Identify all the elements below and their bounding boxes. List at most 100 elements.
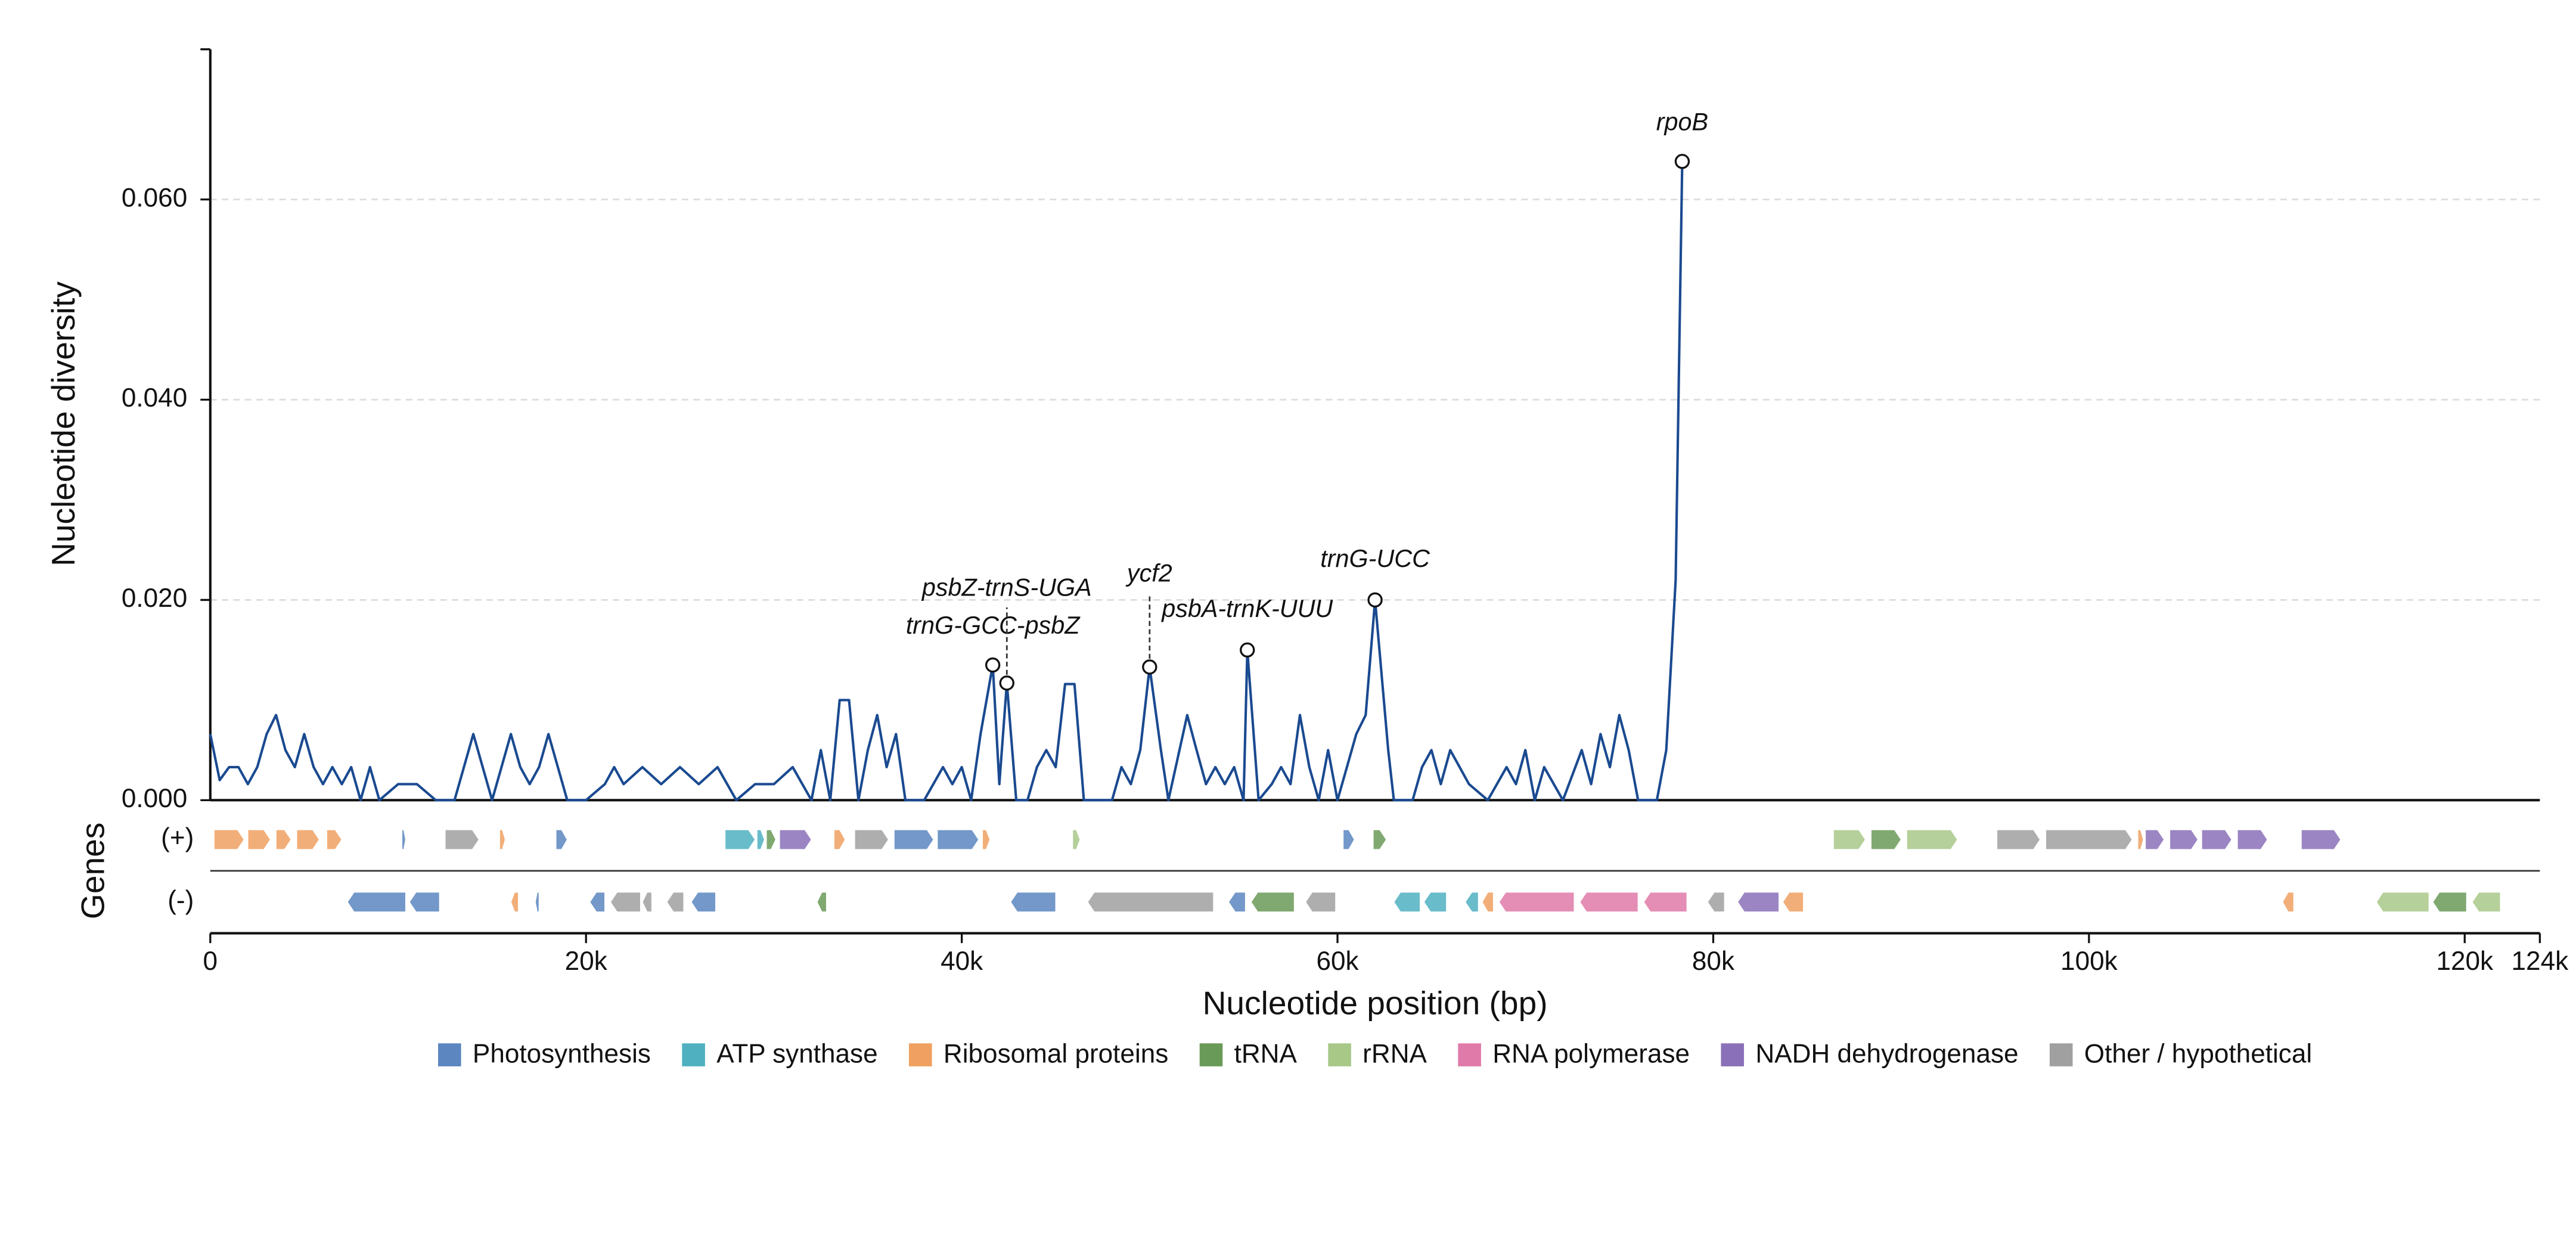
gene	[2169, 829, 2199, 850]
gene	[1906, 829, 1959, 850]
gene	[589, 892, 606, 913]
gene	[1087, 892, 1214, 913]
gene	[2472, 892, 2501, 913]
gene	[1498, 892, 1575, 913]
annotation-label: psbA-trnK-UUU	[1160, 595, 1333, 622]
gene	[499, 829, 506, 850]
legend-swatch	[1458, 1043, 1481, 1066]
gene	[1393, 892, 1421, 913]
x-tick-label: 40k	[941, 947, 983, 976]
gene	[1072, 829, 1081, 850]
annotation-label: psbZ-trnS-UGA	[921, 574, 1092, 601]
annotation-marker	[1142, 659, 1157, 675]
gene	[2201, 829, 2233, 850]
annotation-label: trnG-GCC-psbZ	[906, 612, 1081, 639]
annotation-marker	[1674, 154, 1690, 169]
gene	[2301, 829, 2342, 850]
gene	[401, 829, 406, 850]
gene	[555, 829, 568, 850]
gene	[756, 829, 765, 850]
gene	[1707, 892, 1725, 913]
gene	[854, 829, 889, 850]
legend-swatch	[2049, 1043, 2073, 1066]
x-tick-label: 120k	[2436, 947, 2494, 976]
gene	[1481, 892, 1494, 913]
gene	[1250, 892, 1295, 913]
gene	[347, 892, 406, 913]
gene	[2144, 829, 2165, 850]
gene	[936, 829, 979, 850]
legend-swatch	[1199, 1043, 1223, 1066]
legend-swatch	[1721, 1043, 1745, 1066]
gene	[2137, 829, 2144, 850]
gene	[445, 829, 480, 850]
gene	[213, 829, 245, 850]
gene	[1579, 892, 1639, 913]
gene	[1010, 892, 1056, 913]
gene	[1737, 892, 1780, 913]
gene	[326, 829, 343, 850]
gene	[1870, 829, 1902, 850]
gene	[817, 892, 827, 913]
annotation-label: trnG-UCC	[1320, 545, 1430, 572]
annotation-marker	[1367, 592, 1383, 608]
annotation-label: rpoB	[1656, 108, 1708, 135]
gene	[535, 892, 540, 913]
gene	[2432, 892, 2468, 913]
legend-label: ATP synthase	[716, 1040, 877, 1069]
gene	[275, 829, 292, 850]
gene	[2376, 892, 2430, 913]
legend-label: rRNA	[1363, 1040, 1427, 1069]
annotation-marker	[999, 675, 1014, 691]
gene	[610, 892, 641, 913]
legend-label: NADH dehydrogenase	[1755, 1040, 2018, 1069]
legend: Photosynthesis ATP synthase Ribosomal prot…	[438, 1040, 2312, 1069]
gene	[1423, 892, 1447, 913]
gene	[2045, 829, 2133, 850]
track-label: (+)	[161, 823, 194, 852]
gene	[247, 829, 271, 850]
gene	[642, 892, 653, 913]
gene	[724, 829, 756, 850]
gene	[2237, 829, 2268, 850]
gene	[1996, 829, 2041, 850]
annotation-marker	[1240, 642, 1255, 658]
legend-swatch	[909, 1043, 932, 1066]
x-tick-label: 20k	[565, 947, 608, 976]
gene	[296, 829, 320, 850]
gene	[982, 829, 991, 850]
gene	[1373, 829, 1387, 850]
x-tick-label: 60k	[1316, 947, 1359, 976]
y-tick-label: 0.060	[122, 183, 187, 212]
legend-label: tRNA	[1234, 1040, 1298, 1069]
legend-swatch	[438, 1043, 461, 1066]
track-title: Genes	[74, 823, 111, 919]
legend-swatch	[682, 1043, 705, 1066]
gene	[409, 892, 440, 913]
gene	[1464, 892, 1479, 913]
gene	[893, 829, 935, 850]
gene	[690, 892, 716, 913]
x-tick-label: 100k	[2060, 947, 2118, 976]
gene	[766, 829, 777, 850]
y-tick-label: 0.040	[122, 383, 187, 413]
gene	[666, 892, 684, 913]
x-tick-label: 0	[203, 947, 218, 976]
legend-label: Photosynthesis	[473, 1040, 651, 1069]
gene	[833, 829, 846, 850]
gene	[1228, 892, 1246, 913]
annotation-label: ycf2	[1125, 560, 1172, 587]
gene	[1342, 829, 1355, 850]
gene	[1833, 829, 1866, 850]
x-tick-label: 80k	[1692, 947, 1735, 976]
legend-label: Other / hypothetical	[2084, 1040, 2312, 1069]
x-axis-label: Nucleotide position (bp)	[1203, 984, 1548, 1021]
gene	[510, 892, 519, 913]
gene	[1305, 892, 1336, 913]
legend-label: RNA polymerase	[1492, 1040, 1690, 1069]
gene	[1643, 892, 1688, 913]
track-label: (-)	[167, 886, 194, 915]
